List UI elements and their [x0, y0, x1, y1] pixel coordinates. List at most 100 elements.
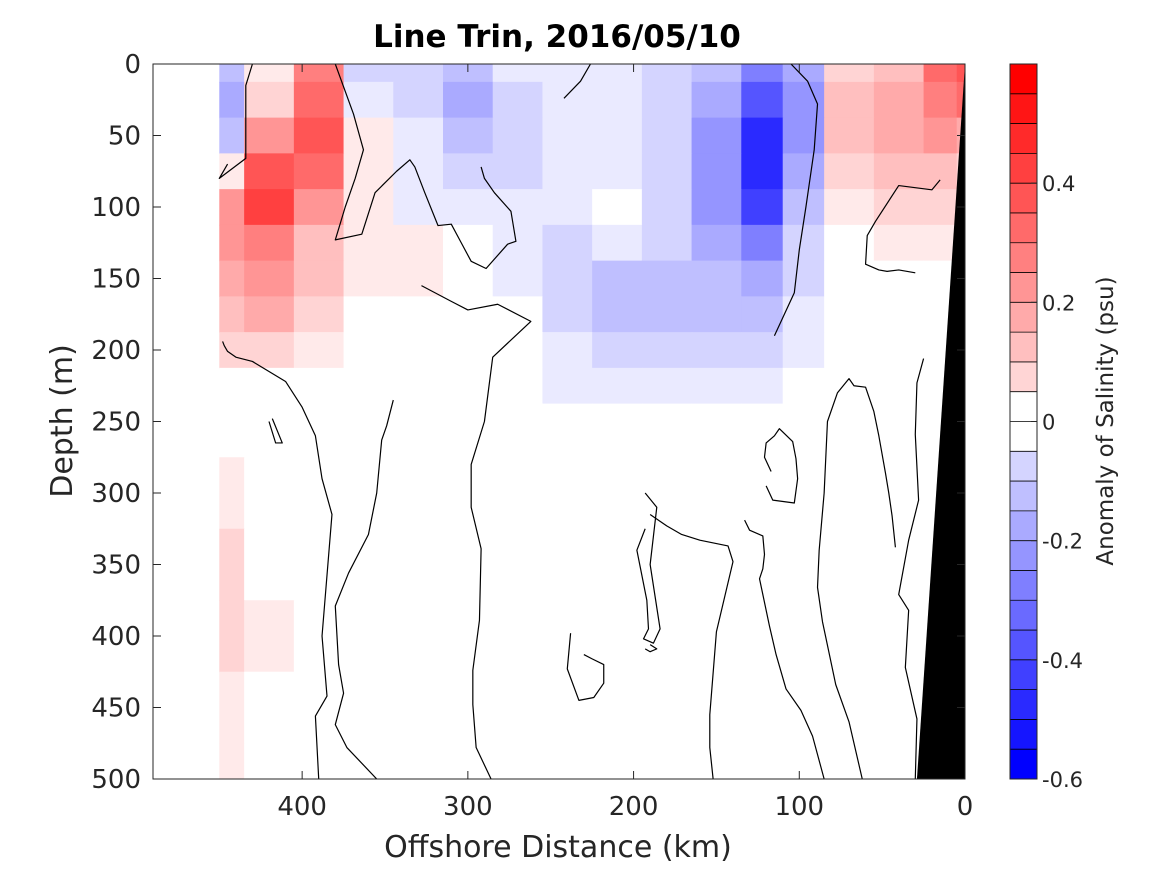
zero-contour — [268, 418, 283, 444]
zero-contour — [636, 492, 661, 644]
field-cell — [592, 296, 643, 333]
field-cell — [782, 296, 825, 333]
field-cell — [641, 403, 693, 458]
colorbar-tick-label: 0.2 — [1042, 291, 1075, 315]
field-cell — [244, 260, 295, 297]
field-cell — [691, 189, 742, 226]
colorbar-segment — [1010, 183, 1037, 214]
field-cell — [393, 260, 444, 297]
field-cell — [343, 224, 394, 262]
field-cell — [244, 189, 295, 226]
field-cell — [824, 332, 875, 369]
x-tick-label: 400 — [277, 792, 327, 822]
field-cell — [219, 743, 245, 779]
colorbar-segment — [1010, 540, 1037, 571]
y-tick-label: 400 — [91, 622, 141, 652]
field-cell — [542, 457, 593, 530]
field-cell — [492, 189, 544, 226]
colorbar-segment — [1010, 570, 1037, 601]
field-cell — [343, 528, 394, 601]
field-cell — [782, 367, 825, 405]
x-tick-label: 100 — [774, 792, 824, 822]
field-cell — [393, 367, 444, 405]
field-cell — [343, 367, 394, 405]
field-cell — [492, 403, 544, 458]
y-tick-label: 250 — [91, 408, 141, 438]
field-cell — [492, 743, 544, 779]
field-cell — [641, 153, 693, 190]
field-cell — [741, 260, 784, 297]
field-cell — [873, 528, 925, 601]
colorbar-segment — [1010, 212, 1037, 244]
field-cell — [293, 296, 345, 333]
field-cell — [542, 81, 593, 119]
field-cell — [641, 117, 693, 154]
field-cell — [343, 296, 394, 333]
field-cell — [741, 153, 784, 190]
field-cell — [923, 189, 958, 226]
field-cell — [343, 457, 394, 530]
x-tick-label: 300 — [443, 792, 493, 822]
field-cell — [923, 153, 958, 190]
field-cell — [782, 153, 825, 190]
field-cell — [443, 64, 494, 83]
field-cell — [542, 332, 593, 369]
field-cell — [741, 64, 784, 83]
field-cell — [873, 117, 925, 154]
field-cell — [592, 403, 643, 458]
field-cell — [393, 332, 444, 369]
zero-contour — [744, 519, 825, 779]
field-cell — [592, 743, 643, 779]
zero-contour — [649, 513, 734, 779]
y-tick-label: 500 — [91, 765, 141, 795]
colorbar-segment — [1010, 719, 1037, 750]
zero-contour — [773, 64, 819, 336]
y-axis-ticks: 0 50 100 150 200 250 300 350 400 450 500 — [91, 50, 965, 795]
field-cell — [293, 117, 345, 154]
field-cell — [393, 403, 444, 458]
field-cell — [873, 260, 925, 297]
field-cell — [219, 332, 245, 369]
field-cell — [492, 671, 544, 744]
field-cell — [443, 528, 494, 601]
field-cell — [592, 260, 643, 297]
field-cell — [691, 296, 742, 333]
field-cell — [219, 600, 245, 673]
zero-contour — [421, 285, 532, 779]
field-cell — [873, 189, 925, 226]
field-cell — [741, 457, 784, 530]
field-cell — [443, 457, 494, 530]
field-cell — [592, 367, 643, 405]
y-tick-label: 200 — [91, 336, 141, 366]
colorbar-segment — [1010, 689, 1037, 720]
chart-title: Line Trin, 2016/05/10 — [373, 19, 741, 55]
field-cell — [443, 600, 494, 673]
field-cell — [343, 117, 394, 154]
field-cell — [393, 224, 444, 262]
colorbar-segment — [1010, 361, 1037, 393]
field-cell — [443, 260, 494, 297]
field-cell — [542, 296, 593, 333]
field-cell — [219, 457, 245, 530]
field-cell — [219, 64, 245, 83]
field-cell — [741, 403, 784, 458]
zero-contour — [334, 399, 394, 779]
colorbar-segment — [1010, 749, 1037, 780]
field-cell — [592, 189, 643, 226]
field-cell — [956, 81, 965, 119]
field-cell — [542, 403, 593, 458]
field-cell — [824, 296, 875, 333]
field-cell — [542, 189, 593, 226]
y-tick-label: 50 — [108, 122, 141, 152]
field-cell — [492, 367, 544, 405]
field-cell — [873, 367, 925, 405]
colorbar-segment — [1010, 242, 1037, 274]
field-cell — [293, 260, 345, 297]
field-cell — [641, 671, 693, 744]
colorbar-segment — [1010, 64, 1037, 95]
field-cell — [782, 81, 825, 119]
colorbar-segment — [1010, 481, 1037, 512]
field-cell — [641, 296, 693, 333]
field-cell — [873, 600, 925, 673]
